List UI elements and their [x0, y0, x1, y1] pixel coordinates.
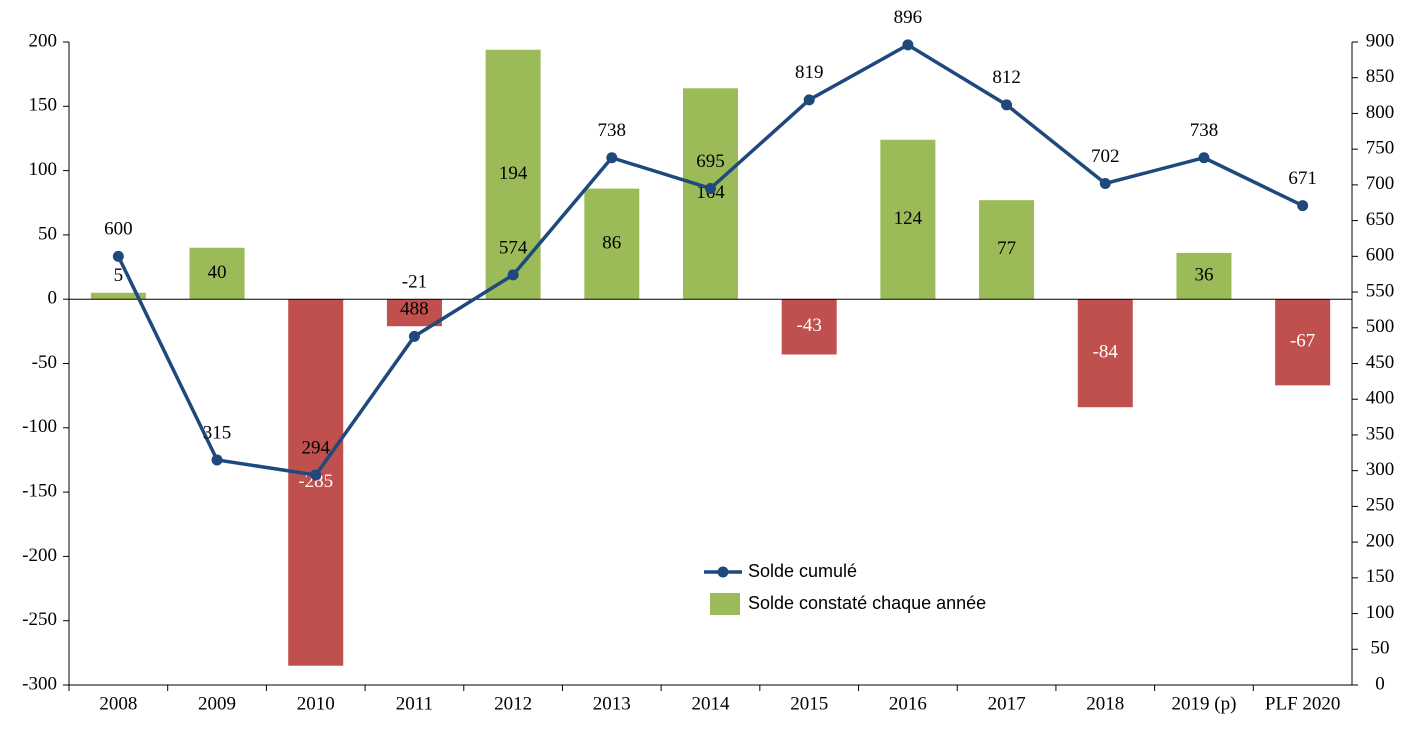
- line-point: [902, 39, 914, 51]
- x-tick-label: 2014: [692, 693, 731, 714]
- line-point: [211, 454, 223, 466]
- y-tick-label: 50: [38, 223, 57, 244]
- y2-tick-label: 600: [1366, 245, 1395, 266]
- line-value-label: 600: [104, 219, 133, 240]
- x-tick-label: 2016: [889, 693, 927, 714]
- line-point: [1297, 200, 1309, 212]
- y2-tick-label: 500: [1366, 316, 1395, 337]
- y-tick-label: -250: [22, 609, 57, 630]
- line-point: [1198, 152, 1210, 164]
- line-value-label: 812: [992, 67, 1021, 88]
- x-tick-label: 2012: [494, 693, 532, 714]
- x-tick-label: 2015: [790, 693, 828, 714]
- y2-tick-label: 150: [1366, 566, 1395, 587]
- y-tick-label: 200: [29, 30, 58, 51]
- bar-value-label: 86: [602, 232, 621, 253]
- y2-tick-label: 100: [1366, 602, 1395, 623]
- bar: [880, 139, 936, 300]
- line-point: [1001, 99, 1013, 111]
- bar: [781, 299, 837, 355]
- bar-value-label: -67: [1290, 331, 1315, 352]
- legend-marker: [717, 566, 729, 578]
- line-point: [1099, 177, 1111, 189]
- y-tick-label: 0: [48, 288, 58, 309]
- bar: [288, 299, 344, 666]
- y-tick-label: -100: [22, 416, 57, 437]
- y-tick-label: -300: [22, 673, 57, 694]
- bar: [1275, 299, 1331, 386]
- bar-value-label: -285: [298, 471, 333, 492]
- bar: [979, 200, 1035, 300]
- bar: [584, 188, 640, 300]
- bar: [90, 292, 146, 300]
- line-value-label: 574: [499, 237, 528, 258]
- bar-value-label: -84: [1093, 342, 1119, 363]
- line-value-label: 488: [400, 299, 429, 320]
- y2-tick-label: 200: [1366, 530, 1395, 551]
- line-value-label: 738: [1190, 120, 1219, 141]
- x-tick-label: 2018: [1086, 693, 1124, 714]
- y2-tick-label: 300: [1366, 459, 1395, 480]
- line-point: [408, 330, 420, 342]
- bar-value-label: 77: [997, 238, 1016, 259]
- y-tick-label: -150: [22, 480, 57, 501]
- bar: [1176, 252, 1232, 300]
- line-point: [803, 94, 815, 106]
- y2-tick-label: 400: [1366, 388, 1395, 409]
- bar-value-label: 194: [499, 163, 528, 184]
- bar: [485, 49, 541, 300]
- line-point: [310, 469, 322, 481]
- x-tick-label: 2011: [396, 693, 433, 714]
- x-tick-label: PLF 2020: [1265, 693, 1341, 714]
- bar-value-label: 36: [1194, 264, 1213, 285]
- x-tick-label: 2010: [297, 693, 335, 714]
- line-point: [112, 250, 124, 262]
- y2-tick-label: 450: [1366, 352, 1395, 373]
- line-value-label: 671: [1288, 168, 1317, 189]
- line-point: [507, 269, 519, 281]
- y2-tick-label: 800: [1366, 102, 1395, 123]
- y2-tick-label: 750: [1366, 138, 1395, 159]
- y2-tick-label: 250: [1366, 495, 1395, 516]
- bar: [189, 247, 245, 300]
- line-value-label: 702: [1091, 146, 1120, 167]
- y-tick-label: -200: [22, 545, 57, 566]
- bar-value-label: 40: [208, 262, 227, 283]
- x-tick-label: 2017: [988, 693, 1026, 714]
- y-tick-label: 150: [29, 95, 58, 116]
- bar-value-label: -43: [797, 315, 822, 336]
- line-value-label: 294: [301, 437, 330, 458]
- x-tick-label: 2008: [99, 693, 137, 714]
- y2-tick-label: 350: [1366, 423, 1395, 444]
- legend-swatch: [710, 593, 740, 615]
- legend-label: Solde constaté chaque année: [748, 593, 986, 613]
- x-tick-label: 2019 (p): [1172, 693, 1237, 714]
- line-value-label: 896: [894, 7, 923, 28]
- y2-tick-label: 0: [1375, 673, 1385, 694]
- line-value-label: 819: [795, 62, 824, 83]
- y2-tick-label: 850: [1366, 66, 1395, 87]
- line-point: [606, 152, 618, 164]
- y2-tick-label: 700: [1366, 173, 1395, 194]
- bar: [1077, 299, 1133, 408]
- x-tick-label: 2009: [198, 693, 236, 714]
- y2-tick-label: 550: [1366, 280, 1395, 301]
- x-tick-label: 2013: [593, 693, 631, 714]
- bar: [386, 299, 442, 327]
- bar-value-label: -21: [402, 272, 427, 293]
- legend-label: Solde cumulé: [748, 561, 857, 581]
- bar-value-label: 124: [894, 208, 923, 229]
- line-point: [705, 182, 716, 194]
- y-tick-label: -50: [32, 352, 57, 373]
- bar-value-label: 5: [114, 265, 124, 286]
- line-value-label: 738: [598, 120, 627, 141]
- line-value-label: 315: [203, 422, 232, 443]
- y2-tick-label: 900: [1366, 30, 1395, 51]
- y2-tick-label: 650: [1366, 209, 1395, 230]
- line-value-label: 695: [696, 151, 725, 172]
- y-tick-label: 100: [29, 159, 58, 180]
- y2-tick-label: 50: [1371, 638, 1390, 659]
